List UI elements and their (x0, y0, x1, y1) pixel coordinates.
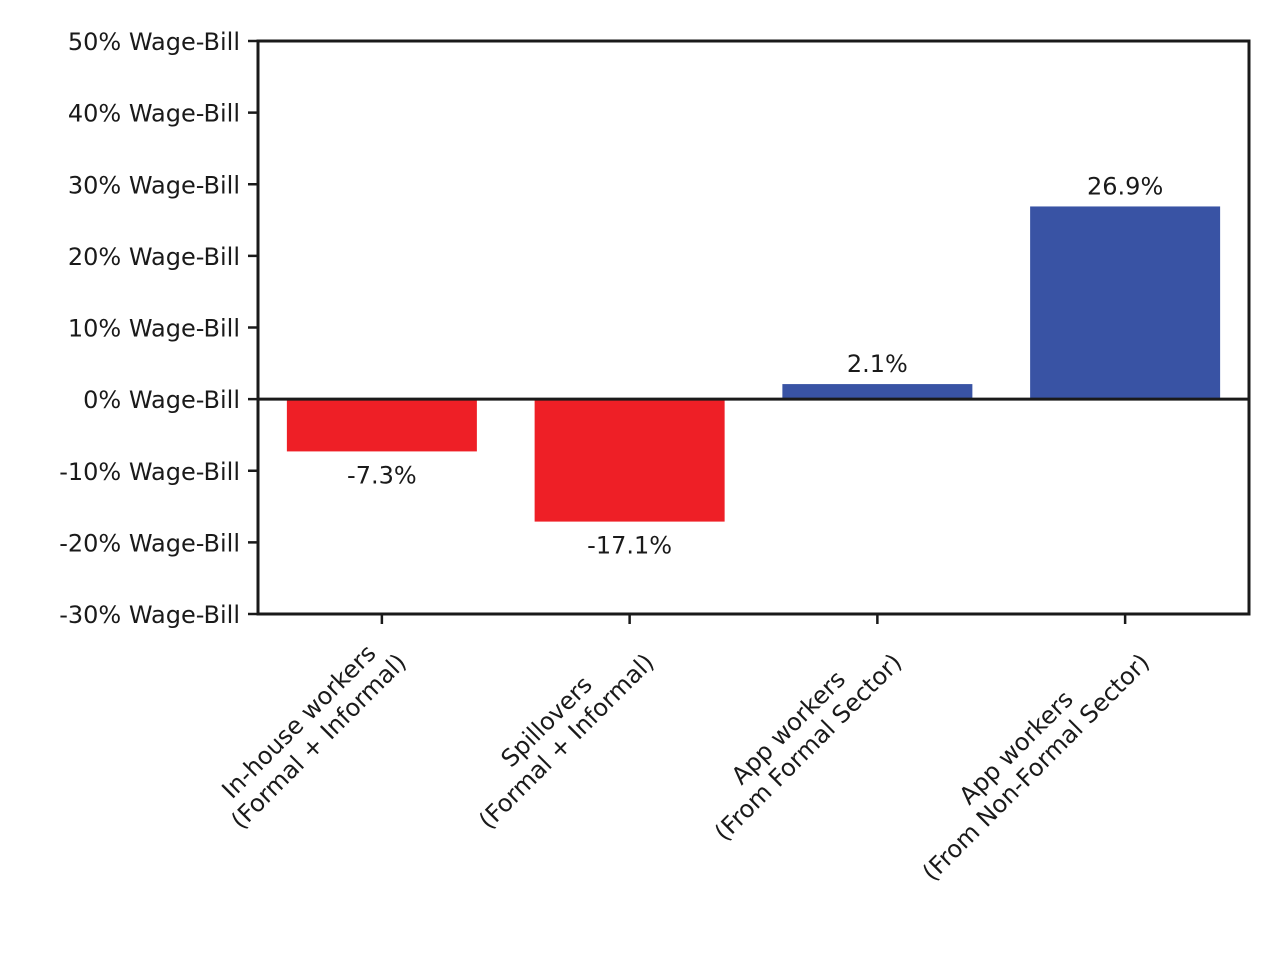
bar-1 (286, 399, 477, 452)
value-label-1: -7.3% (347, 461, 417, 489)
y-tick-label: 10% Wage-Bill (68, 315, 240, 343)
y-tick-label: -10% Wage-Bill (59, 458, 240, 486)
value-label-4: 26.9% (1087, 172, 1163, 200)
value-label-2: -17.1% (587, 532, 672, 560)
bars-layer (286, 206, 1221, 522)
y-tick-label: -30% Wage-Bill (59, 601, 240, 629)
y-tick-label: 20% Wage-Bill (68, 243, 240, 271)
x-category-label-2: Spillovers(Formal + Informal) (454, 628, 660, 834)
x-category-label-line: (Formal + Informal) (473, 648, 659, 834)
y-tick-label: -20% Wage-Bill (59, 529, 240, 557)
bar-2 (534, 399, 725, 522)
bar-3 (782, 384, 973, 400)
y-tick-label: 40% Wage-Bill (68, 100, 240, 128)
value-label-3: 2.1% (847, 350, 908, 378)
y-tick-label: 30% Wage-Bill (68, 171, 240, 199)
x-category-label-4: App workers(From Non-Formal Sector) (897, 628, 1155, 886)
y-tick-label: 0% Wage-Bill (83, 386, 240, 414)
axes-layer (248, 39, 1251, 624)
x-category-label-line: (From Non-Formal Sector) (917, 648, 1155, 886)
x-category-label-1: In-house workers(Formal + Informal) (206, 628, 412, 834)
x-category-label-line: (From Formal Sector) (709, 648, 907, 846)
x-category-label-3: App workers(From Formal Sector) (689, 628, 907, 846)
bar-4 (1030, 206, 1221, 400)
x-category-label-line: (Formal + Informal) (226, 648, 412, 834)
y-tick-label: 50% Wage-Bill (68, 28, 240, 56)
